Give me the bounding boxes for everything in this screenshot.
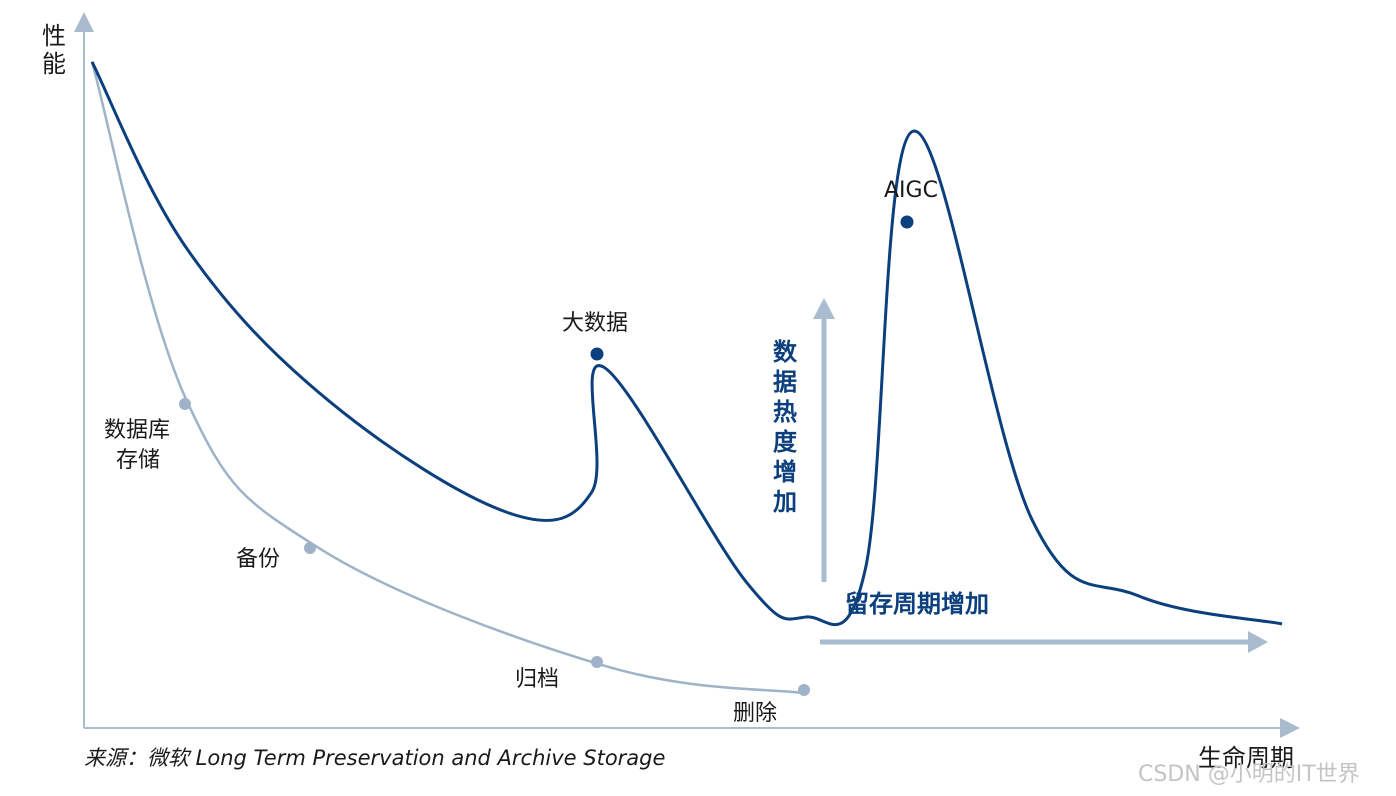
heat-arrow-head [813, 298, 835, 319]
point-backup [304, 542, 316, 554]
point-delete [798, 684, 810, 696]
label-database-1: 数据库 [104, 418, 170, 443]
y-axis-title: 性能 [42, 22, 66, 78]
stacked-char: 度 [773, 428, 798, 456]
series-line-secondary [90, 61, 807, 695]
point-aigc [900, 215, 914, 229]
label-archive: 归档 [515, 667, 559, 692]
label-delete: 删除 [733, 701, 777, 726]
label-aigc: AIGC [884, 178, 938, 203]
stacked-char: 增 [773, 458, 797, 486]
watermark: CSDN @小明的IT世界 [1138, 762, 1360, 787]
x-axis-title: 生命周期 [1198, 744, 1294, 772]
series-line-main [90, 61, 1283, 627]
point-bigdata [590, 347, 604, 361]
label-database-2: 存储 [116, 448, 160, 473]
label-backup: 备份 [236, 547, 280, 572]
point-archive [591, 656, 603, 668]
annotation-retention: 留存周期增加 [845, 590, 989, 618]
source-note: 来源：微软 Long Term Preservation and Archive… [84, 746, 665, 770]
annotation-data-heat: 数据热度增加 [773, 338, 798, 516]
stacked-char: 能 [42, 50, 66, 78]
stacked-char: 加 [773, 488, 797, 516]
stacked-char: 热 [773, 398, 797, 426]
stacked-char: 数 [773, 338, 798, 366]
stacked-char: 据 [773, 368, 797, 396]
point-database-storage [179, 398, 191, 410]
stacked-char: 性 [42, 22, 66, 50]
retention-arrow-head [1248, 631, 1268, 653]
label-bigdata: 大数据 [562, 311, 628, 336]
